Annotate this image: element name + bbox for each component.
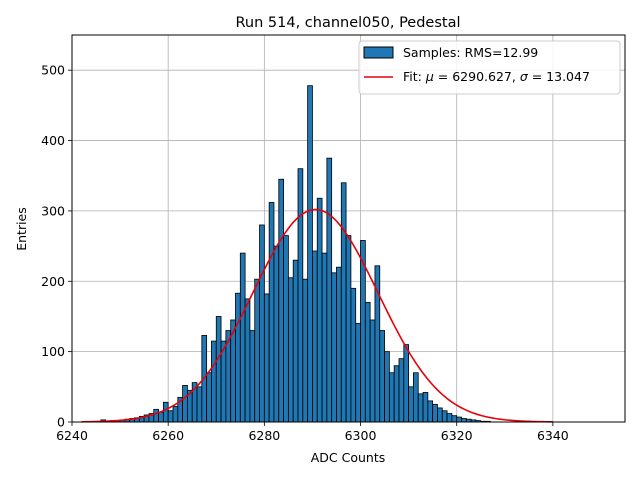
histogram-bar <box>292 259 299 423</box>
histogram-bar <box>259 224 265 423</box>
y-axis-label: Entries <box>14 207 29 251</box>
histogram-bar <box>369 319 376 423</box>
histogram-bar <box>340 182 347 423</box>
histogram-bar <box>321 252 328 423</box>
histogram-bar <box>312 250 318 423</box>
histogram-bar <box>278 178 284 423</box>
gaussian-fit-curve <box>81 208 553 423</box>
x-tick-label: 6320 <box>441 428 473 443</box>
histogram-bar <box>273 245 280 423</box>
histogram-bar <box>239 252 246 423</box>
histogram-bar <box>451 415 458 423</box>
histogram-bar <box>215 316 222 423</box>
histogram-bar <box>388 372 395 423</box>
legend: Samples: RMS=12.99 Fit: μ = 6290.627, σ … <box>358 40 621 95</box>
y-tick-label: 300 <box>41 203 65 218</box>
histogram-bar <box>302 278 309 423</box>
histogram-bar <box>235 292 241 423</box>
histogram-bar <box>432 404 438 423</box>
histogram-bar <box>162 401 169 423</box>
x-tick-label: 6240 <box>56 428 88 443</box>
histogram-bar <box>172 406 179 423</box>
histogram-bar <box>345 235 352 423</box>
histogram-bar <box>287 277 294 423</box>
y-axis-ticks: 0 100 200 300 400 500 <box>41 63 72 430</box>
histogram-bar <box>461 418 467 423</box>
histogram-bar <box>393 365 400 423</box>
y-tick-label: 500 <box>41 63 65 78</box>
x-axis-ticks: 6240 6260 6280 6300 6320 6340 <box>56 422 569 443</box>
histogram-bar <box>307 85 313 423</box>
histogram-bar <box>158 411 164 423</box>
histogram-bar <box>297 168 304 423</box>
histogram-bar <box>364 301 371 423</box>
histogram-bar <box>316 197 323 423</box>
plot-frame <box>71 34 626 423</box>
legend-histogram-label: Samples: RMS=12.99 <box>403 45 538 60</box>
histogram-bar <box>211 340 217 423</box>
histogram-bar <box>441 410 448 423</box>
histogram-bar <box>384 351 390 423</box>
y-tick-label: 100 <box>41 344 65 359</box>
histogram-bar <box>283 235 289 423</box>
histogram-bar <box>446 413 453 423</box>
histogram-bar <box>398 358 405 423</box>
chart-title: Run 514, channel050, Pedestal <box>235 15 460 31</box>
histogram-bar <box>379 330 385 423</box>
histogram-bar <box>336 266 342 423</box>
histogram-bar <box>254 278 260 423</box>
histogram-bar <box>153 408 159 423</box>
histogram-bar <box>403 344 410 423</box>
histogram-bar <box>244 298 251 423</box>
histogram-bar <box>413 372 419 423</box>
x-tick-label: 6260 <box>152 428 184 443</box>
legend-box <box>358 40 621 95</box>
legend-histogram-swatch <box>363 46 394 59</box>
histogram-bar <box>456 416 462 423</box>
histogram-bar <box>249 330 256 423</box>
histogram-bar <box>167 410 174 423</box>
histogram-bar <box>182 385 188 423</box>
histogram-bar <box>417 393 424 423</box>
histogram-bar <box>263 293 270 423</box>
histogram-bar <box>408 386 414 423</box>
histogram-bar <box>422 392 429 423</box>
x-tick-label: 6300 <box>345 428 377 443</box>
histogram-bar <box>196 386 203 423</box>
histogram-bar <box>360 240 366 423</box>
y-tick-label: 0 <box>57 415 65 430</box>
histogram-bar <box>437 407 443 423</box>
histogram-bar <box>427 400 434 423</box>
histogram-bar <box>268 202 275 423</box>
legend-fit-label: Fit: μ = 6290.627, σ = 13.047 <box>403 69 590 84</box>
histogram-bars <box>100 85 491 423</box>
histogram-bar <box>206 372 212 423</box>
x-tick-label: 6280 <box>248 428 280 443</box>
y-tick-label: 200 <box>41 274 65 289</box>
histogram-bar <box>350 287 357 423</box>
histogram-bar <box>355 323 361 423</box>
x-axis-label: ADC Counts <box>311 450 386 465</box>
y-tick-label: 400 <box>41 133 65 148</box>
x-tick-label: 6340 <box>537 428 569 443</box>
histogram-bar <box>326 157 333 423</box>
histogram-bar <box>331 272 337 423</box>
